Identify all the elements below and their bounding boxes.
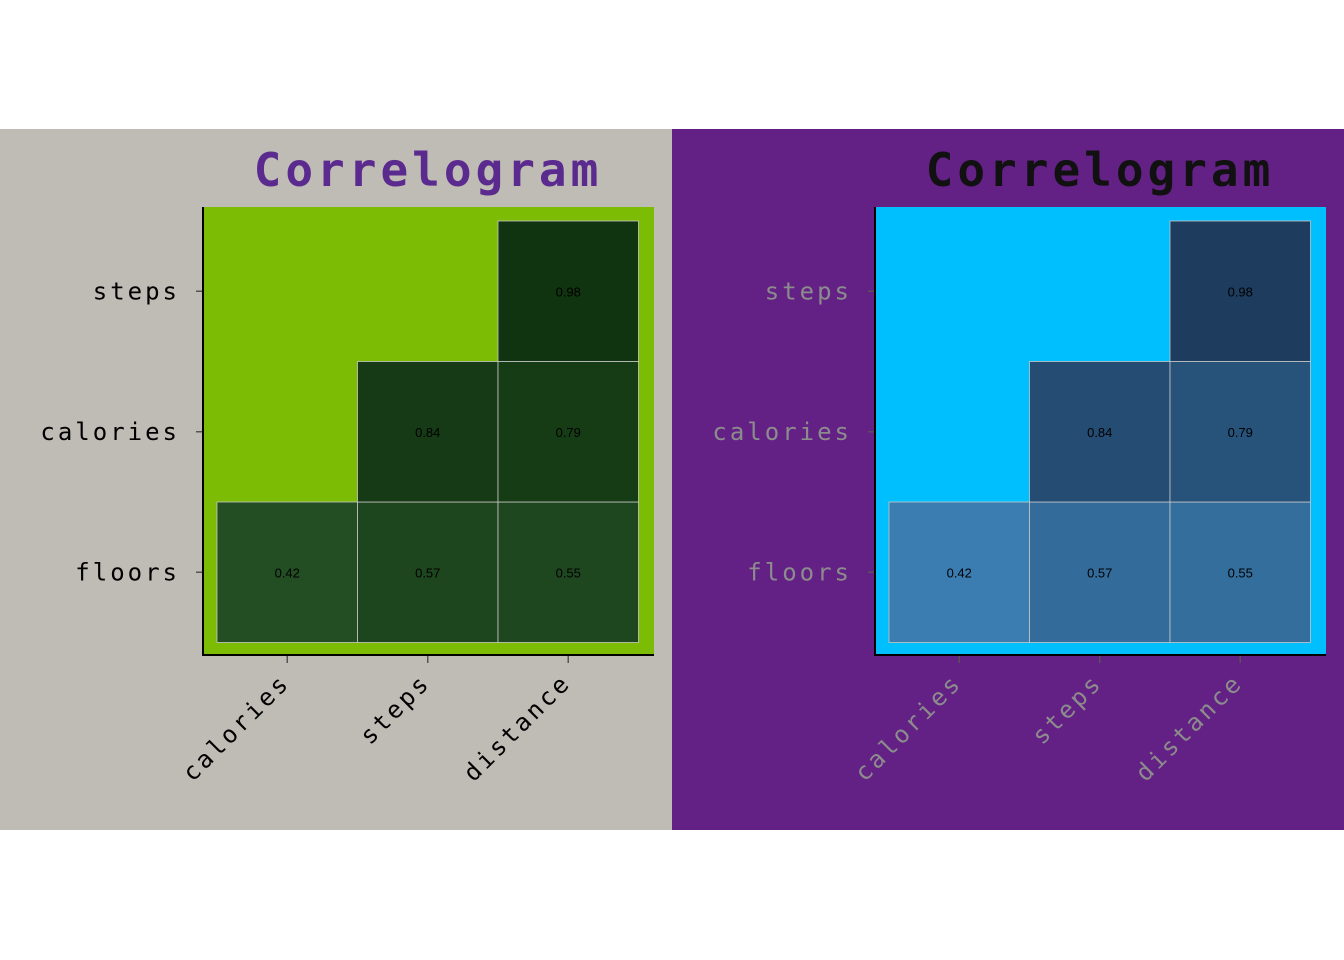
- y-tick-label: calories: [712, 418, 852, 446]
- chart-title: Correlogram: [254, 143, 603, 197]
- y-tick-label: floors: [747, 558, 852, 586]
- heatmap-cell: [497, 361, 639, 503]
- heatmap-cell: [1169, 361, 1311, 503]
- heatmap-cell: [888, 501, 1030, 643]
- y-tick-label: floors: [75, 558, 180, 586]
- cell-value-label: 0.84: [1087, 425, 1112, 440]
- correlogram-2: Correlogram 0.42 0.57 0.55 0.84 0.79 0.98 floor…: [672, 129, 1344, 830]
- cell-value-label: 0.98: [556, 284, 581, 299]
- heatmap-cell: [216, 501, 358, 643]
- heatmap-cell: [1169, 220, 1311, 362]
- cell-value-label: 0.98: [1228, 284, 1253, 299]
- heatmap-cell: [497, 501, 639, 643]
- cell-value-label: 0.42: [275, 565, 300, 580]
- heatmap-cell: [1029, 361, 1171, 503]
- cell-value-label: 0.84: [415, 425, 440, 440]
- y-tick-label: steps: [93, 277, 180, 305]
- correlogram-1: Correlogram 0.42 0.57 0.55 0.84 0.79 0.98 floor…: [0, 129, 672, 830]
- heatmap-cell: [1029, 501, 1171, 643]
- cell-value-label: 0.55: [556, 565, 581, 580]
- y-tick-label: steps: [765, 277, 852, 305]
- cell-value-label: 0.57: [415, 565, 440, 580]
- cell-value-label: 0.42: [947, 565, 972, 580]
- y-tick-label: calories: [40, 418, 180, 446]
- heatmap-cell: [1169, 501, 1311, 643]
- heatmap-cell: [357, 361, 499, 503]
- heatmap-cell: [497, 220, 639, 362]
- chart-title: Correlogram: [926, 143, 1275, 197]
- cell-value-label: 0.57: [1087, 565, 1112, 580]
- cell-value-label: 0.55: [1228, 565, 1253, 580]
- cell-value-label: 0.79: [556, 425, 581, 440]
- cell-value-label: 0.79: [1228, 425, 1253, 440]
